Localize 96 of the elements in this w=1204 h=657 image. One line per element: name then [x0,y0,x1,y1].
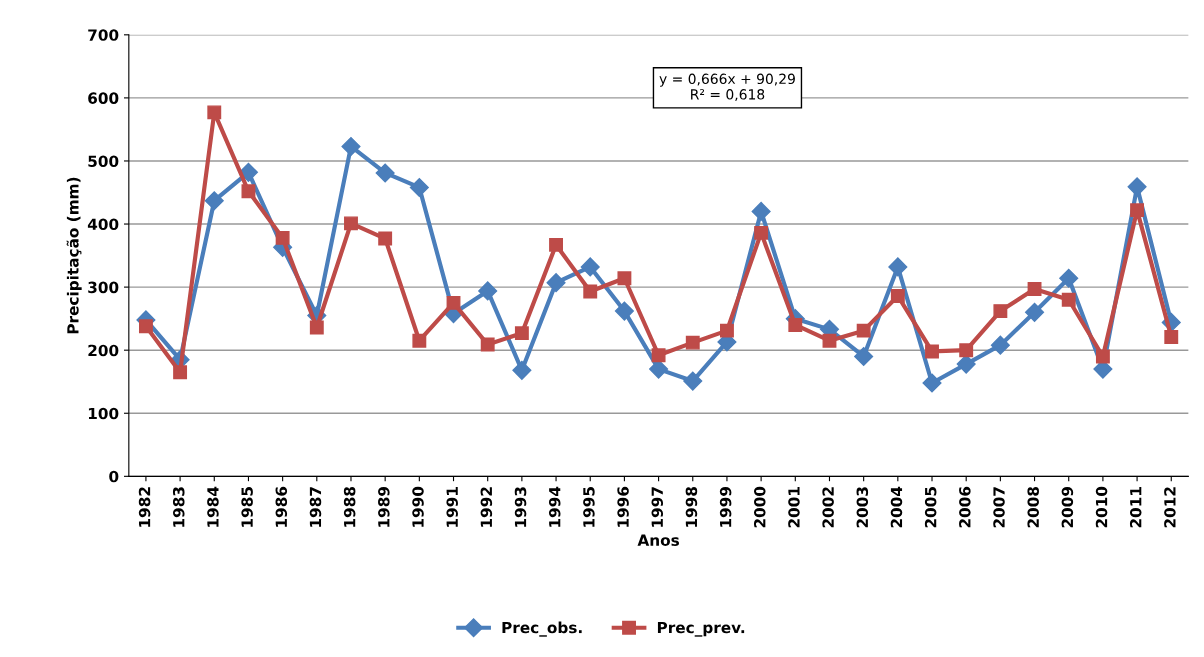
point [1130,203,1145,218]
x-tick-label: 1993 [514,487,527,527]
x-tick-label: 1982 [138,487,151,527]
x-tick-label: 1992 [480,487,493,527]
x-tick-label: 1997 [651,487,664,527]
point [925,344,939,359]
point [546,273,566,293]
point [309,320,324,335]
point [788,318,803,332]
x-tick-label: 1983 [172,487,185,527]
point [922,373,942,393]
y-tick-label: 600 [88,92,119,104]
point [138,319,153,334]
point [856,323,871,338]
x-tick-label: 1999 [719,487,732,527]
x-tick-label: 1991 [446,487,458,527]
point [993,304,1008,319]
point [512,360,532,380]
x-tick-label: 2002 [822,487,834,528]
point [446,295,461,310]
point [207,105,222,120]
x-tick-label: 2003 [856,487,869,528]
point [1127,177,1147,197]
point [344,216,358,231]
point [1095,349,1110,364]
point [409,177,429,197]
point [888,257,908,277]
point [719,323,734,338]
point [854,346,874,367]
x-tick-label: 1990 [412,486,424,527]
annotation: y = 0,666x + 90,29 R² = 0,618 [659,73,795,102]
x-tick-label: 2008 [1027,486,1039,528]
point [1027,282,1042,296]
point [956,354,976,374]
point [617,271,632,286]
point [275,230,290,245]
x-tick-label: 1996 [617,486,629,527]
x-tick-label: 1998 [685,486,698,527]
x-tick-label: 2009 [1061,487,1074,528]
point [683,371,703,391]
point [754,225,769,240]
y-tick-label: 0 [109,470,119,483]
y-tick-label: 100 [88,407,119,420]
x-tick-label: 1985 [241,487,253,527]
point [685,335,700,350]
point [375,163,395,183]
point [478,281,498,301]
point [173,365,188,380]
y-tick-label: 700 [88,29,119,41]
point [514,326,529,341]
point [341,136,361,156]
point [412,333,427,348]
point [238,162,258,182]
x-tick-label: 2010 [1095,486,1108,528]
legend-label: Prec_obs. [502,621,582,637]
x-tick-label: 1987 [309,487,322,527]
x-tick-label: 2000 [754,486,766,528]
point [204,191,224,211]
y-axis-title: Precipitação (mm) [66,177,82,334]
x-tick-label: 2011 [1129,487,1142,528]
point [378,231,393,246]
y-tick-label: 300 [88,281,119,294]
y-tick-label: 500 [88,155,119,167]
point [1061,292,1076,307]
point [241,184,256,199]
x-tick-label: 2004 [890,486,903,528]
point [649,359,669,379]
x-tick-label: 2001 [788,487,800,528]
legend-label: Prec_prev. [657,621,745,637]
point [651,348,666,363]
x-tick-label: 2007 [993,487,1005,528]
point [1059,268,1079,288]
x-tick-label: 2012 [1164,487,1176,528]
point [822,333,837,348]
point [751,201,771,221]
x-tick-label: 1986 [275,486,288,527]
x-tick-label: 2005 [924,487,937,528]
point [480,337,495,352]
x-tick-label: 1988 [343,486,356,527]
x-tick-label: 1995 [583,487,595,527]
x-axis-title: Anos [637,534,680,546]
x-tick-label: 1984 [207,486,219,527]
x-tick-label: 2006 [959,486,971,528]
point [580,257,600,277]
x-tick-label: 1994 [548,486,561,527]
x-tick-label: 1989 [378,487,390,527]
point [549,237,563,252]
point [583,284,598,299]
point [959,343,974,358]
point [1164,329,1179,344]
point [990,335,1010,355]
point [614,301,634,321]
y-tick-label: 400 [87,218,119,231]
point [890,288,905,303]
point [1025,302,1045,322]
y-tick-label: 200 [88,344,119,357]
